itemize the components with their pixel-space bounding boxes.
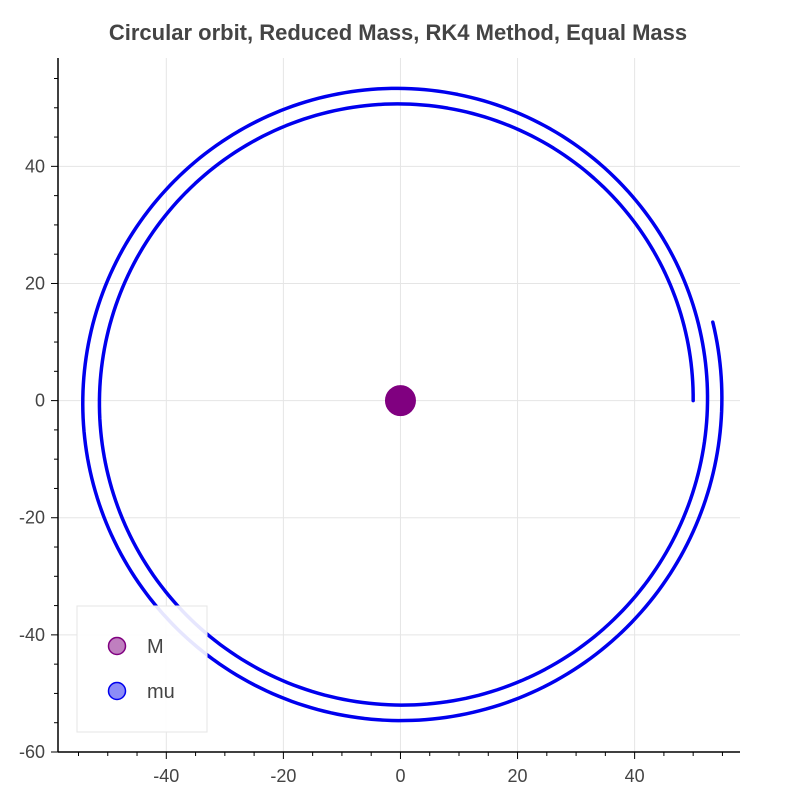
legend-label-mu: mu <box>147 681 175 703</box>
y-tick-label: 0 <box>35 391 45 411</box>
orbit-line-mu <box>81 86 724 723</box>
grid <box>58 58 740 752</box>
y-tick-label: 40 <box>25 156 45 176</box>
y-tick-label: -40 <box>19 625 45 645</box>
x-tick-label: -40 <box>153 766 179 786</box>
legend: Mmu <box>76 605 208 733</box>
x-tick-label: 0 <box>395 766 405 786</box>
x-tick-label: -20 <box>270 766 296 786</box>
mass-point-M <box>384 385 416 417</box>
axes: -40 -20 0 20 40 40 20 0 -20 -40 -60 <box>19 58 740 786</box>
legend-label-M: M <box>147 636 164 658</box>
x-tick-label: 20 <box>508 766 528 786</box>
y-tick-label: 20 <box>25 273 45 293</box>
legend-marker-mu <box>107 681 127 701</box>
chart-title: Circular orbit, Reduced Mass, RK4 Method… <box>109 20 687 45</box>
y-tick-label: -20 <box>19 508 45 528</box>
legend-box <box>76 605 208 733</box>
x-tick-label: 40 <box>625 766 645 786</box>
legend-marker-M <box>107 636 127 656</box>
plot-series <box>81 86 724 723</box>
y-tick-label: -60 <box>19 742 45 762</box>
